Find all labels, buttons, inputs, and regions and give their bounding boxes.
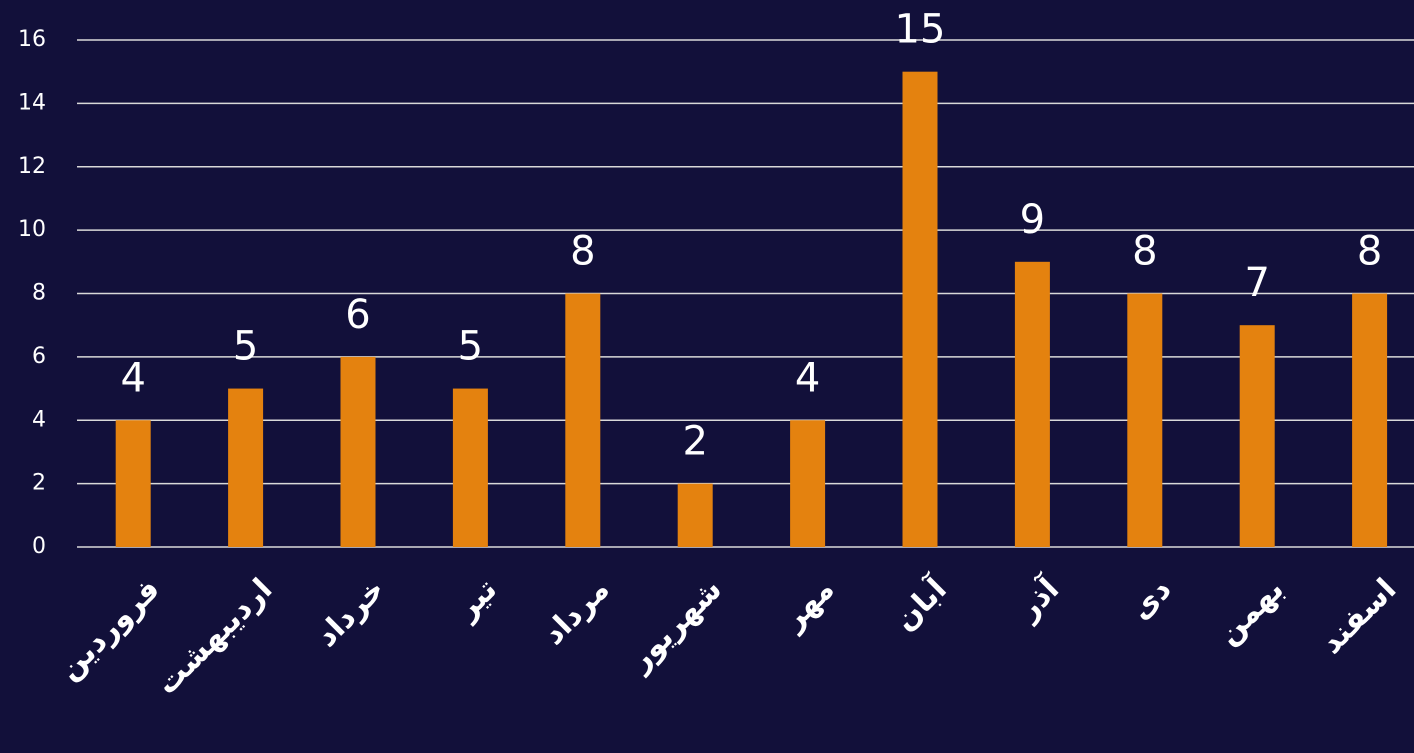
data-label: 8 xyxy=(570,229,595,275)
data-label: 5 xyxy=(233,324,258,370)
data-label: 15 xyxy=(895,7,946,53)
data-label: 4 xyxy=(120,355,145,401)
y-tick-label: 10 xyxy=(18,217,46,242)
bar xyxy=(452,388,488,547)
bar xyxy=(902,71,938,547)
data-label: 4 xyxy=(795,355,820,401)
bar xyxy=(228,388,264,547)
y-tick-label: 0 xyxy=(32,534,46,559)
bar xyxy=(1352,293,1388,547)
y-tick-label: 12 xyxy=(18,154,46,179)
y-tick-label: 4 xyxy=(32,407,46,432)
bar xyxy=(1239,325,1275,547)
data-label: 9 xyxy=(1020,197,1045,243)
bar xyxy=(677,483,713,547)
y-tick-label: 14 xyxy=(18,90,46,115)
data-label: 5 xyxy=(458,324,483,370)
data-label: 8 xyxy=(1132,229,1157,275)
bar xyxy=(115,420,151,547)
data-label: 7 xyxy=(1244,260,1269,306)
y-tick-label: 16 xyxy=(18,27,46,52)
bar xyxy=(565,293,601,547)
bar xyxy=(1127,293,1163,547)
bar xyxy=(1014,261,1050,547)
data-label: 6 xyxy=(345,292,370,338)
y-tick-label: 6 xyxy=(32,344,46,369)
y-tick-label: 8 xyxy=(32,281,46,306)
y-tick-label: 2 xyxy=(32,471,46,496)
bar xyxy=(340,356,376,547)
bar xyxy=(790,420,826,547)
data-label: 8 xyxy=(1357,229,1382,275)
data-label: 2 xyxy=(682,419,707,465)
